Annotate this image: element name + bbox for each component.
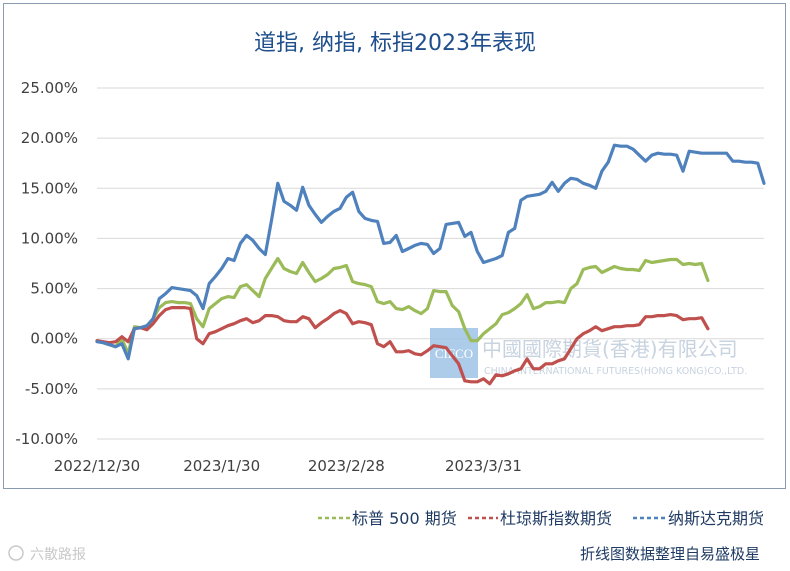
brand-mark-icon [8, 545, 24, 561]
grid-lines [97, 87, 764, 440]
series-line-2 [95, 306, 710, 386]
watermark-logo-text: CIFCO [435, 346, 473, 361]
legend-label: 杜琼斯指数期货 [500, 509, 612, 528]
x-tick-label: 2022/12/30 [54, 457, 140, 475]
series-line-1 [95, 256, 710, 356]
y-tick-label: 0.00% [30, 330, 78, 348]
y-tick-label: 5.00% [30, 280, 78, 298]
x-tick-label: 2023/1/30 [183, 457, 260, 475]
chart-title: 道指, 纳指, 标指2023年表现 [254, 31, 536, 56]
y-tick-label: -10.00% [15, 430, 78, 448]
series-line-3 [95, 143, 766, 361]
watermark-en-name: CHINA INTERNATIONAL FUTURES(HONG KONG)CO… [484, 366, 747, 377]
y-axis-ticks: -10.00% -5.00% 0.00% 5.00% 10.00% 15.00% 20.00… [15, 79, 78, 448]
legend-label: 纳斯达克期货 [668, 509, 764, 528]
y-tick-label: 25.00% [21, 79, 78, 97]
brand-mark-text: 六散路报 [30, 547, 86, 563]
brand-mark: 六散路报 [8, 545, 86, 563]
y-tick-label: 10.00% [21, 229, 78, 247]
legend: 标普 500 期货 杜琼斯指数期货 纳斯达克期货 [318, 509, 764, 528]
legend-label: 标普 500 期货 [352, 509, 457, 528]
watermark-cn-name: 中國國際期貨(香港)有限公司 [482, 337, 738, 361]
y-tick-label: -5.00% [25, 380, 78, 398]
series-lines [95, 143, 766, 386]
chart-frame [3, 3, 786, 489]
x-tick-label: 2023/3/31 [445, 457, 522, 475]
y-tick-label: 20.00% [21, 129, 78, 147]
x-axis-ticks: 2022/12/30 2023/1/30 2023/2/28 2023/3/31 [54, 457, 522, 475]
y-tick-label: 15.00% [21, 179, 78, 197]
x-tick-label: 2023/2/28 [308, 457, 385, 475]
footer-note: 折线图数据整理自易盛极星 [580, 545, 760, 563]
watermark: CIFCO 中國國際期貨(香港)有限公司 CHINA INTERNATIONAL… [430, 328, 747, 378]
